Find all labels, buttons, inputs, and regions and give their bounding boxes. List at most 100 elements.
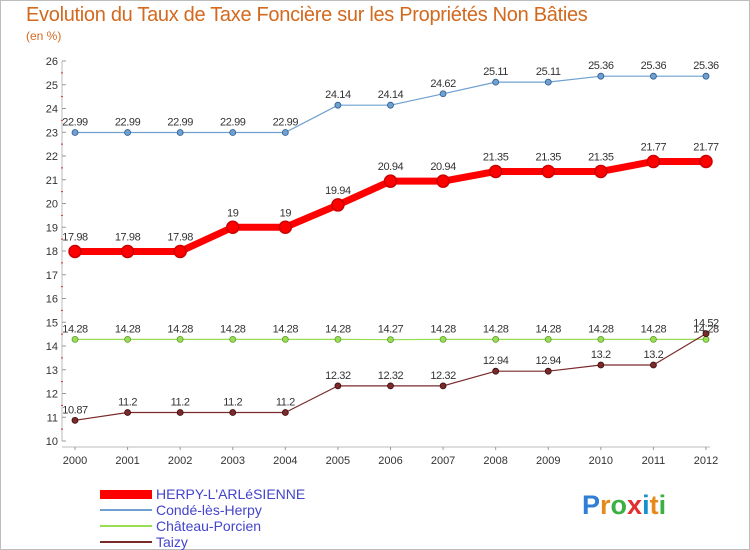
data-label: 11.2 [276,397,295,409]
data-point [544,367,552,375]
data-point [387,382,394,390]
logo-letter: r [600,490,611,520]
data-point [331,198,345,212]
legend-item: HERPY-L'ARLéSIENNE [100,486,360,502]
y-tick-label: 17 [46,270,58,282]
data-point [439,90,447,98]
data-point [124,129,131,136]
data-label: 11.2 [118,397,137,409]
data-point [544,335,552,343]
legend-item: Condé-lès-Herpy [100,502,360,518]
x-tick-label: 2011 [642,455,666,467]
y-tick-label: 16 [46,294,58,306]
data-label: 24.14 [378,89,404,101]
data-point [492,367,500,375]
data-point [229,335,237,343]
data-point [71,335,79,343]
data-label: 14.52 [693,318,719,330]
data-point [229,129,237,136]
x-tick-label: 2008 [483,455,507,467]
data-point [176,335,184,343]
data-label: 12.94 [535,355,561,367]
y-tick-label: 11 [47,412,58,424]
legend-item: Château-Porcien [100,518,360,534]
y-tick-label: 24 [46,104,58,116]
data-point [334,101,342,109]
data-label: 12.32 [325,370,351,382]
data-point [702,72,710,80]
data-point [597,335,605,343]
data-label: 19.94 [325,185,351,197]
y-tick-label: 19 [46,222,58,234]
data-label: 12.32 [430,370,456,382]
data-point [650,361,657,369]
data-label: 14.28 [641,323,667,335]
data-label: 21.77 [641,141,667,153]
data-point [387,336,394,343]
data-point [120,244,135,259]
data-point [281,409,289,416]
y-tick-label: 15 [46,317,58,329]
data-label: 14.28 [430,323,456,335]
x-tick-label: 2005 [326,455,350,467]
data-point [594,164,608,179]
data-point [650,335,657,343]
chart-unit-label: (en %) [26,29,62,43]
data-point [383,174,398,188]
data-label: 25.36 [588,60,614,72]
x-tick-label: 2006 [378,455,402,467]
data-label: 22.99 [115,116,141,128]
data-label: 20.94 [430,161,456,173]
data-point [334,382,342,390]
y-tick-label: 13 [46,365,58,377]
data-label: 24.62 [430,78,456,90]
data-label: 22.99 [220,116,246,128]
data-label: 25.36 [693,60,719,72]
data-label: 14.28 [273,323,299,335]
logo-letter: i [658,490,667,520]
data-label: 22.99 [273,116,299,128]
data-point [436,174,450,188]
data-label: 22.99 [167,116,193,128]
y-tick-label: 18 [46,246,58,258]
data-point [439,335,447,343]
data-label: 14.28 [220,323,246,335]
data-point [71,416,79,424]
data-point [597,72,605,80]
y-tick-label: 25 [46,80,58,92]
data-label: 14.27 [378,324,404,336]
data-label: 14.28 [167,323,193,335]
x-tick-label: 2009 [536,455,560,467]
data-label: 19 [227,207,239,219]
data-label: 25.11 [483,66,508,78]
data-point [124,409,131,416]
data-point [124,335,131,343]
data-label: 11.2 [223,397,242,409]
data-point [650,72,657,80]
data-label: 22.99 [62,116,88,128]
data-point [334,335,342,343]
data-label: 14.28 [693,323,719,335]
data-label: 14.28 [115,323,141,335]
legend-label: Château-Porcien [156,518,262,534]
y-tick-label: 21 [46,175,58,187]
y-tick-label: 22 [46,151,58,163]
proxiti-logo: Proxiti [582,490,666,521]
logo-letter: P [582,490,601,520]
data-point [699,154,713,169]
data-point [229,409,237,416]
legend-swatch [100,541,152,543]
chart-title: Evolution du Taux de Taxe Foncière sur l… [26,4,588,26]
legend-swatch [100,509,152,511]
legend-label: Taizy [156,534,188,550]
data-label: 14.28 [483,323,509,335]
data-point [176,129,184,136]
logo-letter: o [610,490,628,520]
logo-letter: i [642,490,650,520]
x-tick-label: 2007 [431,455,455,467]
data-label: 14.28 [535,323,561,335]
data-point [702,330,710,338]
data-point [492,78,500,86]
chart-legend: HERPY-L'ARLéSIENNE Condé-lès-Herpy Château… [100,486,360,550]
